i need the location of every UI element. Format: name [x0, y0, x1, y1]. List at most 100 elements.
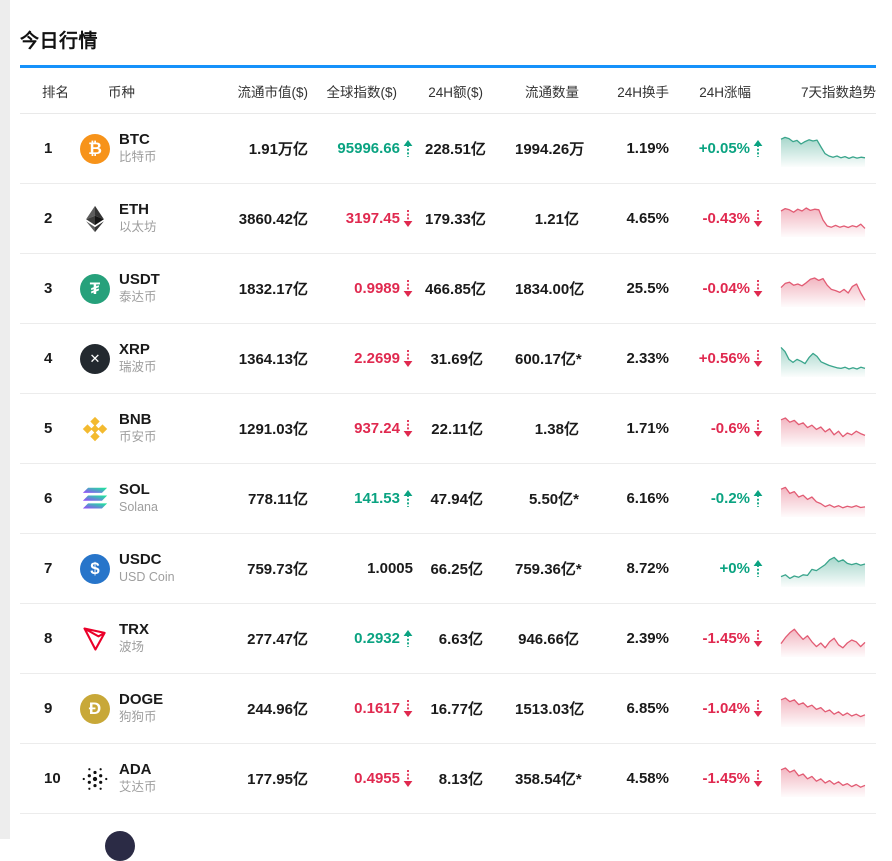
table-row[interactable]: 3 ₮ USDT 泰达币 1832.17亿 0.9989 466.85亿 183…	[20, 254, 876, 324]
coin-cell: ₮ USDT 泰达币	[70, 271, 220, 305]
coin-cell: Đ DOGE 狗狗币	[70, 691, 220, 725]
supply-value: 1994.26万	[515, 141, 585, 158]
volume-value: 179.33亿	[425, 211, 486, 228]
turnover-value: 2.39%	[626, 630, 669, 647]
coin-symbol: TRX	[119, 621, 149, 639]
change-cell: -0.6%	[698, 420, 775, 437]
change-value: -0.43%	[702, 210, 750, 227]
table-row[interactable]: 6 SOL Solana 778.11亿 141.53 47.94亿 5.50亿…	[20, 464, 876, 534]
index-arrow-icon	[403, 630, 413, 647]
trend-sparkline-cell	[775, 690, 876, 728]
rank-cell: 7	[20, 560, 70, 577]
change-value: -1.04%	[702, 700, 750, 717]
coin-cell: BNB 币安币	[70, 411, 220, 445]
index-arrow-icon	[403, 140, 413, 157]
change-value: -1.45%	[702, 770, 750, 787]
turnover-value: 1.19%	[626, 140, 669, 157]
global-index-value: 1.0005	[367, 560, 413, 577]
market-cap-value: 3860.42亿	[238, 211, 308, 228]
global-index-value: 937.24	[354, 420, 400, 437]
global-index-value: 95996.66	[337, 140, 400, 157]
market-panel: 今日行情 排名 币种 流通市值($) 全球指数($) 24H额($) 流通数量 …	[20, 0, 876, 861]
coin-cell: SOL Solana	[70, 481, 220, 515]
table-row[interactable]: 10 ADA 艾达币 177.95亿 0.4955 8.13亿 358.54亿*…	[20, 744, 876, 814]
header-supply: 流通数量	[525, 84, 579, 100]
page-title: 今日行情	[20, 31, 99, 52]
coin-symbol: USDT	[119, 271, 160, 289]
coin-symbol: USDC	[119, 551, 162, 569]
market-cap-value: 778.11亿	[247, 491, 308, 508]
rank-value: 6	[44, 490, 53, 507]
global-index-cell: 141.53	[320, 490, 425, 507]
supply-value: 1513.03亿	[515, 701, 585, 718]
change-cell: +0.05%	[698, 140, 775, 157]
global-index-value: 0.4955	[354, 770, 400, 787]
trend-sparkline-cell	[775, 200, 876, 238]
coin-symbol: ADA	[119, 761, 152, 779]
global-index-cell: 0.2932	[320, 630, 425, 647]
coin-name: Solana	[119, 500, 158, 515]
turnover-value: 25.5%	[626, 280, 669, 297]
market-cap-value: 1364.13亿	[238, 351, 308, 368]
header-change: 24H涨幅	[699, 84, 751, 100]
volume-value: 31.69亿	[430, 351, 483, 368]
volume-value: 22.11亿	[431, 421, 483, 438]
turnover-value: 8.72%	[626, 560, 669, 577]
trend-sparkline-cell	[775, 270, 876, 308]
table-row-partial[interactable]	[20, 814, 876, 861]
global-index-cell: 0.1617	[320, 700, 425, 717]
turnover-value: 6.85%	[626, 700, 669, 717]
global-index-value: 0.1617	[354, 700, 400, 717]
coin-cell: $ USDC USD Coin	[70, 551, 220, 585]
coin-icon	[105, 831, 135, 861]
coin-symbol: DOGE	[119, 691, 164, 709]
rank-value: 5	[44, 420, 53, 437]
coin-symbol: ETH	[119, 201, 149, 219]
rank-cell: 1	[20, 140, 70, 157]
rank-cell: 9	[20, 700, 70, 717]
volume-value: 8.13亿	[438, 771, 483, 788]
table-row[interactable]: 2 ETH 以太坊 3860.42亿 3197.45 179.33亿 1.21亿…	[20, 184, 876, 254]
table-header-row: 排名 币种 流通市值($) 全球指数($) 24H额($) 流通数量 24H换手…	[20, 68, 876, 113]
change-cell: +0%	[698, 560, 775, 577]
coin-symbol: BTC	[119, 131, 150, 149]
turnover-value: 6.16%	[626, 490, 669, 507]
global-index-cell: 937.24	[320, 420, 425, 437]
global-index-value: 0.2932	[354, 630, 400, 647]
trend-sparkline-cell	[775, 410, 876, 448]
index-arrow-icon	[403, 700, 413, 717]
table-row[interactable]: 5 BNB 币安币 1291.03亿 937.24 22.11亿 1.38亿 1…	[20, 394, 876, 464]
table-row[interactable]: 7 $ USDC USD Coin 759.73亿 1.0005 66.25亿 …	[20, 534, 876, 604]
rank-cell: 4	[20, 350, 70, 367]
table-row[interactable]: 1 ₿ BTC 比特币 1.91万亿 95996.66 228.51亿 1994…	[20, 114, 876, 184]
table-row[interactable]: 8 TRX 波场 277.47亿 0.2932 6.63亿 946.66亿 2.…	[20, 604, 876, 674]
page-left-gutter	[0, 0, 10, 839]
btc-icon: ₿	[80, 133, 110, 164]
table-body: 1 ₿ BTC 比特币 1.91万亿 95996.66 228.51亿 1994…	[20, 113, 876, 814]
change-cell: +0.56%	[698, 350, 775, 367]
market-cap-value: 1.91万亿	[248, 141, 308, 158]
rank-value: 10	[44, 770, 61, 787]
header-turnover: 24H换手	[617, 84, 669, 100]
change-value: -0.6%	[710, 420, 750, 437]
coin-symbol: XRP	[119, 341, 150, 359]
header-trend: 7天指数趋势	[800, 84, 876, 100]
rank-value: 3	[44, 280, 53, 297]
rank-value: 7	[44, 560, 53, 577]
volume-value: 16.77亿	[430, 701, 483, 718]
table-row[interactable]: 9 Đ DOGE 狗狗币 244.96亿 0.1617 16.77亿 1513.…	[20, 674, 876, 744]
coin-name: 泰达币	[119, 290, 157, 305]
table-row[interactable]: 4 ✕ XRP 瑞波币 1364.13亿 2.2699 31.69亿 600.1…	[20, 324, 876, 394]
market-cap-value: 177.95亿	[247, 771, 308, 788]
change-cell: -0.2%	[698, 490, 775, 507]
volume-value: 47.94亿	[430, 491, 483, 508]
change-arrow-icon	[753, 490, 763, 507]
trend-sparkline-cell	[775, 550, 876, 588]
trend-sparkline-cell	[775, 340, 876, 378]
coin-name: USD Coin	[119, 570, 175, 585]
turnover-value: 4.65%	[626, 210, 669, 227]
coin-cell: ADA 艾达币	[70, 761, 220, 795]
rank-cell: 6	[20, 490, 70, 507]
trend-sparkline-cell	[775, 130, 876, 168]
trend-sparkline-cell	[775, 760, 876, 798]
